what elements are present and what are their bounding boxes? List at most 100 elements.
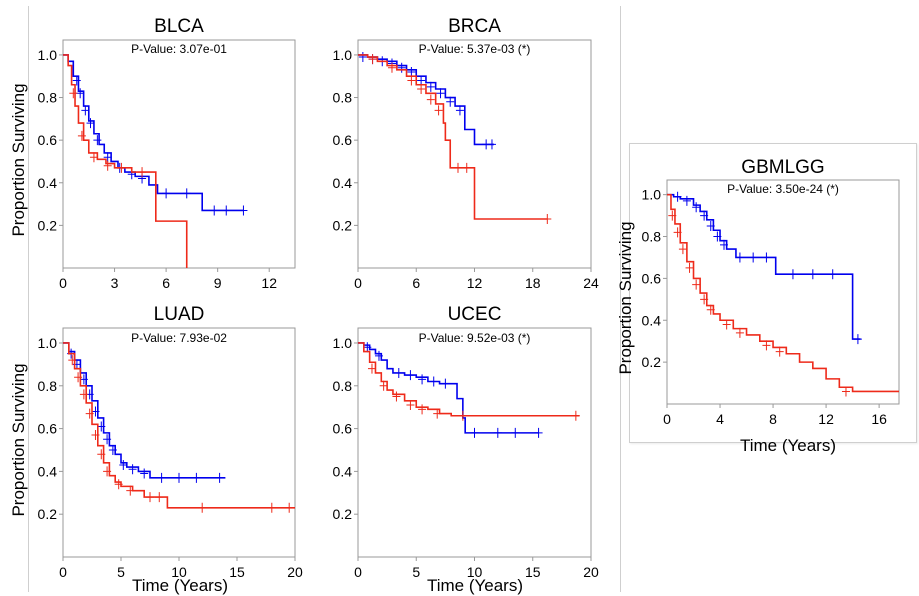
ucec-title: UCEC bbox=[448, 304, 502, 325]
blca-blue-censor-mark bbox=[76, 88, 85, 99]
y-axis-title-bottom-left: Proportion Surviving bbox=[9, 363, 28, 516]
blca-blue-censor-mark bbox=[93, 135, 102, 146]
blca-red-censor-mark bbox=[89, 152, 98, 163]
brca-blue-censor-mark bbox=[446, 96, 455, 107]
luad-blue-survival-curve bbox=[63, 342, 226, 479]
luad-red-censor-mark bbox=[79, 389, 88, 400]
luad-red-censor-mark bbox=[91, 430, 100, 441]
luad-blue-censor-mark bbox=[128, 464, 137, 475]
luad-y-tick-label: 0.6 bbox=[38, 421, 58, 437]
gbmlgg-x-tick-label: 8 bbox=[769, 411, 777, 427]
ucec-y-tick-label: 0.8 bbox=[333, 378, 353, 394]
gbmlgg-blue-censor-mark bbox=[700, 210, 709, 221]
gbmlgg-red-censor-mark bbox=[775, 346, 784, 357]
luad-pvalue: P-Value: 7.93e-02 bbox=[131, 331, 227, 345]
brca-red-censor-mark bbox=[434, 105, 443, 116]
brca-blue-censor-mark bbox=[436, 88, 445, 99]
blca-blue-censor-mark bbox=[86, 118, 95, 129]
brca-blue-censor-mark bbox=[455, 105, 464, 116]
brca-blue-censor-mark bbox=[426, 81, 435, 92]
blca-y-tick-label: 0.8 bbox=[38, 90, 58, 106]
left-divider bbox=[28, 6, 29, 592]
luad-red-censor-mark bbox=[146, 492, 154, 503]
luad-red-censor-mark bbox=[114, 479, 123, 490]
gbmlgg-red-censor-mark bbox=[678, 244, 687, 255]
blca-red-censor-mark bbox=[77, 130, 86, 141]
ucec-red-censor-mark bbox=[433, 408, 442, 419]
luad-y-tick-label: 1.0 bbox=[38, 335, 58, 351]
ucec-y-tick-label: 0.4 bbox=[333, 463, 353, 479]
brca-red-survival-curve bbox=[358, 54, 548, 220]
blca-red-censor-mark bbox=[103, 160, 112, 171]
luad-red-censor-mark bbox=[126, 485, 135, 496]
ucec-red-censor-mark bbox=[418, 404, 427, 415]
gbmlgg-red-censor-mark bbox=[692, 279, 701, 290]
gbmlgg-y-tick-label: 1.0 bbox=[642, 187, 662, 203]
gbmlgg-red-censor-mark bbox=[706, 304, 715, 315]
brca-y-tick-label: 0.6 bbox=[333, 132, 353, 148]
gbmlgg-red-censor-mark bbox=[722, 319, 731, 330]
blca-red-survival-curve bbox=[63, 54, 188, 268]
blca-x-tick-label: 3 bbox=[111, 275, 119, 291]
blca-blue-survival-curve bbox=[63, 54, 244, 212]
brca-red-censor-mark bbox=[417, 84, 426, 95]
gbmlgg-x-tick-label: 16 bbox=[871, 411, 887, 427]
ucec-blue-censor-mark bbox=[394, 367, 403, 378]
brca-blue-survival-curve bbox=[358, 54, 494, 146]
luad-red-survival-curve bbox=[63, 342, 295, 509]
ucec-blue-survival-curve bbox=[358, 342, 539, 434]
blca-blue-censor-mark bbox=[182, 188, 191, 199]
luad-red-censor-mark bbox=[155, 492, 164, 503]
ucec-blue-censor-mark bbox=[406, 370, 415, 381]
gbmlgg-x-tick-label: 0 bbox=[663, 411, 671, 427]
luad-blue-censor-mark bbox=[79, 374, 88, 385]
gbmlgg-y-tick-label: 0.6 bbox=[642, 270, 662, 286]
blca-blue-censor-mark bbox=[222, 205, 231, 216]
brca-blue-censor-mark bbox=[358, 52, 367, 63]
ucec-y-tick-label: 0.6 bbox=[333, 421, 353, 437]
blca-red-censor-mark bbox=[138, 167, 147, 178]
gbmlgg-y-tick-label: 0.2 bbox=[642, 354, 662, 370]
luad-red-censor-mark bbox=[285, 502, 294, 513]
brca-red-censor-mark bbox=[426, 94, 435, 105]
blca-blue-censor-mark bbox=[210, 205, 219, 216]
ucec-blue-censor-mark bbox=[493, 427, 502, 438]
luad-blue-censor-mark bbox=[192, 472, 201, 483]
x-axis-title-right: Time (Years) bbox=[740, 436, 836, 455]
brca-x-tick-label: 12 bbox=[467, 275, 483, 291]
luad-x-tick-label: 5 bbox=[117, 564, 125, 580]
gbmlgg-plot-frame bbox=[666, 179, 900, 405]
y-axis-title-top-left: Proportion Surviving bbox=[9, 83, 28, 236]
gbmlgg-blue-censor-mark bbox=[682, 195, 691, 206]
ucec-x-tick-label: 20 bbox=[583, 564, 599, 580]
gbmlgg-red-censor-mark bbox=[685, 262, 694, 273]
luad-red-censor-mark bbox=[267, 502, 276, 513]
gbmlgg-blue-censor-mark bbox=[762, 252, 771, 263]
brca-red-censor-mark bbox=[407, 75, 416, 86]
ucec-x-tick-label: 15 bbox=[525, 564, 541, 580]
x-axis-title-middle: Time (Years) bbox=[427, 576, 523, 595]
ucec-blue-censor-mark bbox=[429, 376, 438, 387]
blca-blue-censor-mark bbox=[162, 188, 171, 199]
luad-title: LUAD bbox=[154, 304, 205, 325]
ucec-blue-censor-mark bbox=[470, 427, 479, 438]
brca-x-tick-label: 6 bbox=[412, 275, 420, 291]
gbmlgg-blue-survival-curve bbox=[667, 193, 861, 340]
gbmlgg-blue-censor-mark bbox=[673, 191, 682, 202]
luad-red-censor-mark bbox=[103, 466, 112, 477]
luad-y-tick-label: 0.4 bbox=[38, 463, 58, 479]
gbmlgg-blue-censor-mark bbox=[749, 252, 758, 263]
gbmlgg-red-censor-mark bbox=[841, 386, 850, 397]
luad-blue-censor-mark bbox=[140, 468, 149, 479]
brca-blue-censor-mark bbox=[397, 62, 406, 73]
luad-blue-censor-mark bbox=[103, 434, 112, 445]
luad-x-tick-label: 20 bbox=[287, 564, 303, 580]
gbmlgg-x-tick-label: 12 bbox=[818, 411, 834, 427]
ucec-x-tick-label: 10 bbox=[467, 564, 483, 580]
ucec-red-censor-mark bbox=[406, 400, 415, 411]
ucec-red-survival-curve bbox=[358, 342, 580, 417]
brca-y-tick-label: 0.4 bbox=[333, 175, 353, 191]
blca-blue-censor-mark bbox=[103, 152, 112, 163]
gbmlgg-panel-frame bbox=[629, 143, 917, 443]
ucec-blue-censor-mark bbox=[374, 350, 383, 361]
